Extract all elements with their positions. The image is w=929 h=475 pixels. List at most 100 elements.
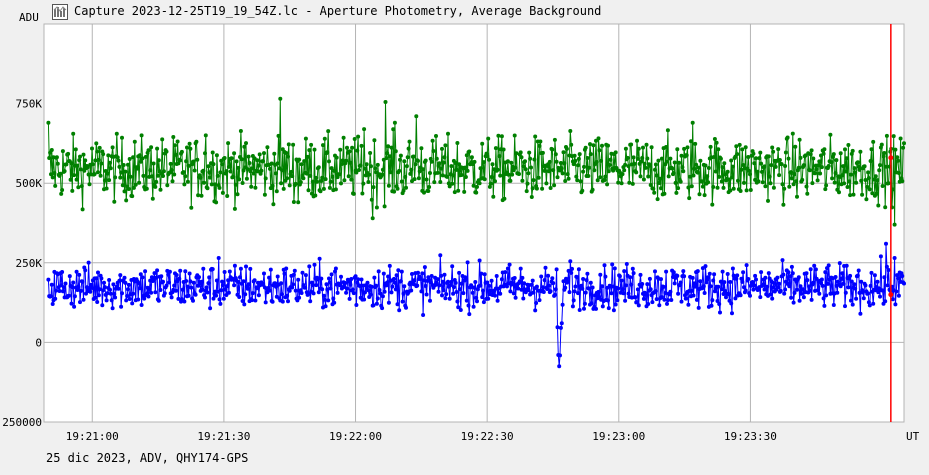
data-point — [900, 179, 905, 184]
data-point — [397, 168, 402, 173]
data-point — [611, 308, 616, 313]
data-point — [184, 279, 189, 283]
data-point — [218, 170, 223, 175]
data-point — [442, 272, 447, 277]
data-point — [401, 291, 406, 296]
data-point — [421, 313, 426, 317]
data-point — [550, 276, 555, 281]
data-point — [356, 277, 361, 282]
data-point — [878, 294, 882, 299]
lightcurve-app-icon[interactable] — [52, 4, 68, 20]
data-point — [427, 185, 432, 189]
data-point — [770, 296, 775, 301]
data-point — [477, 181, 482, 186]
data-point — [747, 168, 752, 173]
data-point — [126, 162, 130, 167]
data-point — [60, 289, 65, 294]
data-point — [582, 164, 586, 169]
data-point — [698, 158, 703, 163]
data-point — [52, 171, 57, 176]
data-point — [53, 183, 58, 188]
data-point — [902, 141, 906, 146]
data-point — [606, 143, 610, 148]
data-point — [855, 273, 860, 278]
data-point — [136, 297, 141, 302]
data-point — [68, 177, 73, 182]
data-point — [664, 145, 669, 149]
data-point — [552, 292, 557, 297]
data-point — [653, 162, 658, 167]
data-point — [487, 184, 492, 189]
data-point — [87, 182, 92, 187]
data-point — [424, 177, 429, 182]
data-point — [577, 152, 582, 157]
data-point — [334, 155, 339, 160]
data-point — [441, 288, 446, 293]
data-point — [878, 254, 883, 259]
data-point — [487, 157, 491, 162]
data-point — [141, 173, 146, 178]
data-point — [809, 297, 814, 302]
data-point — [701, 284, 706, 289]
data-point — [508, 178, 513, 183]
data-point — [685, 145, 690, 150]
data-point — [748, 283, 753, 288]
data-point — [466, 303, 471, 308]
data-point — [640, 282, 645, 286]
data-point — [226, 141, 231, 146]
data-point — [809, 148, 814, 153]
data-point — [597, 148, 602, 153]
data-point — [540, 186, 545, 191]
data-point — [73, 147, 78, 152]
data-point — [436, 289, 441, 294]
data-point — [883, 205, 888, 210]
data-point — [600, 284, 604, 289]
data-point — [553, 287, 558, 292]
data-point — [668, 289, 673, 294]
data-point — [645, 282, 650, 287]
data-point — [485, 280, 490, 285]
data-point — [475, 287, 480, 292]
data-point — [813, 267, 818, 272]
data-point — [641, 145, 645, 150]
data-point — [349, 177, 354, 182]
data-point — [102, 280, 106, 285]
data-point — [137, 153, 142, 158]
data-point — [189, 285, 194, 290]
data-point — [632, 161, 637, 166]
data-point — [410, 272, 414, 276]
data-point — [787, 184, 792, 189]
data-point — [829, 160, 834, 165]
data-point — [216, 256, 221, 260]
data-point — [642, 161, 647, 166]
data-point — [318, 189, 323, 194]
data-point — [686, 302, 691, 307]
data-point — [824, 293, 829, 298]
data-point — [446, 279, 450, 284]
data-point — [359, 143, 364, 148]
data-point — [279, 181, 284, 186]
data-point — [374, 283, 379, 288]
data-point — [248, 266, 253, 271]
data-point — [55, 161, 60, 166]
data-point — [259, 168, 264, 173]
data-point — [659, 277, 663, 282]
data-point — [628, 275, 633, 280]
data-point — [244, 264, 248, 269]
data-point — [372, 138, 377, 143]
x-tick-label: 19:23:00 — [592, 430, 645, 443]
data-point — [729, 158, 734, 163]
data-point — [807, 168, 812, 173]
data-point — [596, 289, 601, 294]
data-point — [529, 165, 533, 170]
data-point — [552, 183, 557, 188]
data-point — [89, 282, 94, 287]
data-point — [542, 168, 547, 173]
data-point — [380, 172, 385, 177]
data-point — [63, 281, 68, 286]
data-point — [133, 182, 138, 187]
data-point — [725, 169, 730, 174]
data-point — [884, 241, 888, 246]
data-point — [107, 278, 112, 282]
